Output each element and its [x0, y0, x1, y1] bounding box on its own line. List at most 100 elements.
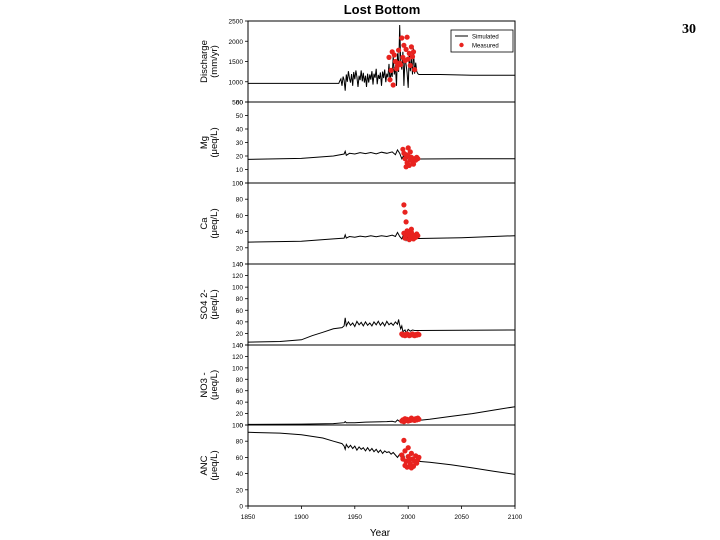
measured-point — [386, 54, 392, 61]
y-tick-label: 100 — [232, 423, 243, 430]
simulated-series-line — [247, 406, 516, 425]
measured-point — [408, 226, 414, 232]
measured-point — [387, 77, 393, 83]
y-tick-label: 0 — [239, 504, 243, 511]
y-axis-label: (μeq/L) — [209, 370, 220, 400]
y-tick-label: 30 — [236, 140, 244, 147]
panel-frame — [247, 182, 516, 265]
y-tick-label: 500 — [232, 100, 243, 107]
measured-point — [407, 62, 413, 69]
panel-6: 0 20 40 60 80 100 ANC (μeq/L) — [199, 423, 516, 511]
measured-point — [405, 145, 411, 151]
measured-point — [415, 233, 421, 239]
measured-point — [405, 56, 411, 62]
y-tick-label: 60 — [236, 308, 244, 315]
legend-measured-label: Measured — [472, 44, 499, 50]
x-tick-label: 1950 — [348, 514, 363, 521]
y-tick-label: 140 — [232, 343, 243, 350]
panel-5: 0 20 40 60 80 100 120 140 NO3 - (μeq/L) — [199, 343, 516, 430]
y-tick-label: 40 — [236, 471, 244, 478]
measured-point — [401, 202, 407, 208]
y-tick-label: 50 — [236, 113, 244, 120]
y-axis-label: SO4 2- — [199, 289, 210, 319]
y-tick-label: 20 — [236, 487, 244, 494]
measured-point — [399, 452, 405, 458]
measured-point — [408, 465, 414, 471]
panel-3: 0 20 40 60 80 100 Ca (μeq/L) — [199, 181, 516, 269]
y-tick-label: 40 — [236, 127, 244, 134]
simulated-series-line — [247, 317, 516, 343]
y-tick-label: 100 — [232, 181, 243, 188]
measured-point — [408, 450, 414, 456]
measured-point — [400, 146, 406, 152]
panel-2: 0 10 20 30 40 50 60 Mg (μeq/L) — [199, 100, 516, 188]
y-tick-label: 120 — [232, 273, 243, 280]
measured-point — [404, 34, 410, 40]
measured-point — [410, 49, 417, 55]
measured-point — [401, 42, 407, 48]
slide-number: 30 — [682, 22, 696, 37]
panel-frame — [247, 263, 516, 346]
measured-point — [401, 437, 407, 443]
y-axis-label: (mm/yr) — [209, 45, 220, 78]
y-tick-label: 20 — [236, 411, 244, 418]
y-tick-label: 80 — [236, 439, 244, 446]
y-tick-label: 100 — [232, 365, 243, 372]
y-tick-label: 40 — [236, 400, 244, 407]
measured-point — [408, 44, 414, 50]
measured-point — [391, 52, 397, 58]
measured-point — [405, 445, 411, 451]
y-tick-label: 10 — [236, 167, 244, 174]
y-tick-label: 60 — [236, 388, 244, 395]
y-tick-label: 80 — [236, 296, 244, 303]
y-tick-label: 0 — [239, 343, 243, 350]
y-tick-label: 100 — [232, 285, 243, 292]
measured-point — [416, 454, 422, 460]
chart-title: Lost Bottom — [344, 2, 421, 17]
y-tick-label: 80 — [236, 377, 244, 384]
y-tick-label: 80 — [236, 197, 244, 204]
panel-4: 0 20 40 60 80 100 120 140 SO4 2- (μeq/L) — [199, 262, 516, 350]
y-tick-label: 60 — [236, 100, 244, 107]
y-tick-label: 40 — [236, 319, 244, 326]
measured-point — [388, 67, 394, 73]
y-tick-label: 0 — [239, 181, 243, 188]
x-tick-label: 1900 — [294, 514, 309, 521]
y-axis-label: ANC — [199, 455, 210, 475]
measured-point — [409, 54, 416, 60]
legend-measured-swatch — [459, 42, 464, 48]
y-axis-label: (μeq/L) — [209, 208, 220, 238]
measured-point — [392, 58, 398, 65]
y-tick-label: 0 — [239, 423, 243, 430]
measured-point — [406, 50, 412, 57]
y-tick-label: 20 — [236, 245, 244, 252]
y-tick-label: 20 — [236, 331, 244, 338]
y-axis-label: NO3 - — [199, 372, 210, 397]
measured-point — [390, 82, 396, 88]
y-axis-label: Mg — [199, 136, 210, 149]
y-axis-label: (μeq/L) — [209, 450, 220, 480]
y-tick-label: 0 — [239, 262, 243, 269]
y-tick-label: 40 — [236, 229, 244, 236]
y-axis-label: (μeq/L) — [209, 289, 220, 319]
y-tick-label: 20 — [236, 154, 244, 161]
x-tick-label: 2050 — [454, 514, 469, 521]
y-axis-label: Discharge — [199, 40, 210, 83]
x-axis: 1850 1900 1950 2000 2050 2100 — [241, 506, 523, 521]
measured-point — [416, 416, 422, 422]
x-tick-label: 2000 — [401, 514, 416, 521]
y-axis-label: (μeq/L) — [209, 127, 220, 157]
measured-point — [402, 462, 408, 469]
measured-point — [397, 60, 403, 66]
legend: Simulated Measured — [450, 29, 514, 53]
x-tick-label: 2100 — [508, 514, 523, 521]
measured-point — [396, 47, 402, 53]
y-tick-label: 60 — [236, 455, 244, 462]
y-tick-label: 1500 — [229, 59, 244, 66]
y-tick-label: 2500 — [229, 19, 244, 26]
measured-point — [399, 35, 405, 41]
simulated-series-line — [248, 24, 515, 91]
measured-point — [415, 156, 421, 162]
